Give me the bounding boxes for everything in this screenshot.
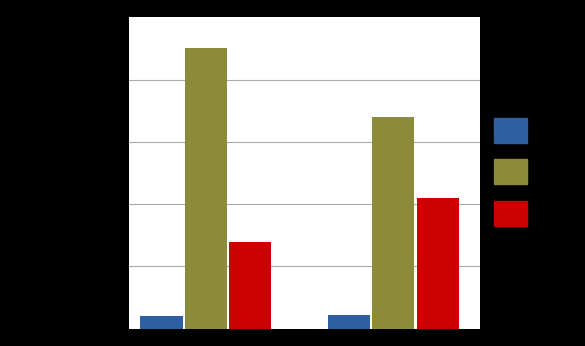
Bar xyxy=(185,48,227,329)
Bar xyxy=(372,117,414,329)
Bar xyxy=(328,315,370,329)
FancyBboxPatch shape xyxy=(494,201,526,226)
Bar xyxy=(229,242,271,329)
Bar xyxy=(417,198,459,329)
FancyBboxPatch shape xyxy=(494,118,526,143)
FancyBboxPatch shape xyxy=(494,159,526,184)
Bar xyxy=(140,316,183,329)
